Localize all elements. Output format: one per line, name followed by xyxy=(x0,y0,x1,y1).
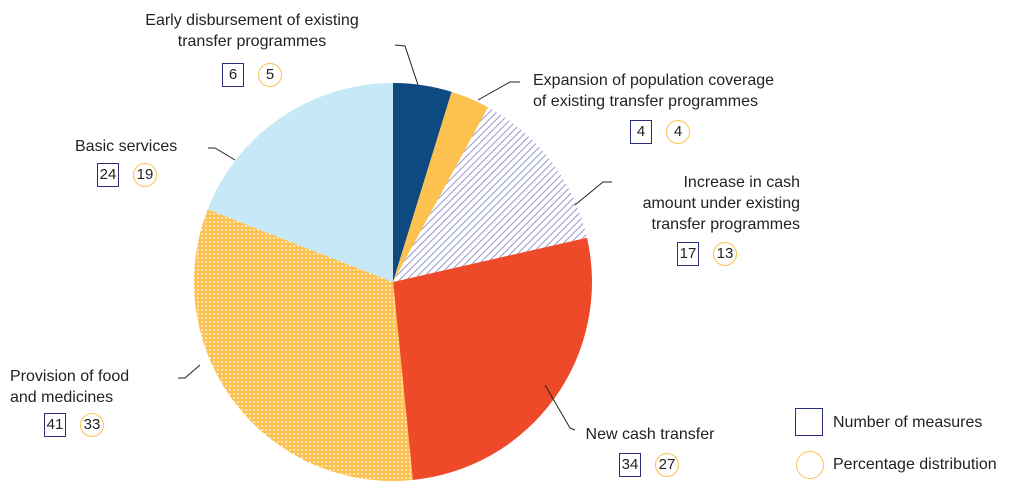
legend-label: Percentage distribution xyxy=(833,456,997,473)
count-label: 41 xyxy=(44,413,66,437)
percent-label: 13 xyxy=(713,242,737,266)
count-label: 4 xyxy=(630,120,652,144)
pie-slice xyxy=(207,83,393,282)
count-label: 6 xyxy=(222,63,244,87)
percent-label: 4 xyxy=(666,120,690,144)
slice-label: Provision of food and medicines xyxy=(10,368,130,406)
pie-slice xyxy=(393,237,592,481)
slice-label: Expansion of population coverage of exis… xyxy=(533,72,775,110)
legend-label: Number of measures xyxy=(833,414,983,431)
count-label: 24 xyxy=(97,163,119,187)
percent-label: 5 xyxy=(258,63,282,87)
count-label: 17 xyxy=(677,242,699,266)
slice-label: New cash transfer xyxy=(585,426,715,443)
count-label: 34 xyxy=(619,453,641,477)
pie-slice xyxy=(194,209,413,481)
slice-label: Basic services xyxy=(75,138,178,155)
slice-label: Increase in cash amount under existing t… xyxy=(642,174,800,233)
legend-swatch xyxy=(796,451,824,479)
percent-label: 27 xyxy=(655,453,679,477)
pie-slice xyxy=(393,83,452,282)
leader-lines xyxy=(178,44,612,431)
legend-swatch xyxy=(795,408,823,436)
percent-label: 19 xyxy=(133,163,157,187)
percent-label: 33 xyxy=(80,413,104,437)
pie-slice xyxy=(393,91,489,283)
pie-slice xyxy=(393,107,588,282)
slice-label: Early disbursement of existing transfer … xyxy=(145,12,359,50)
